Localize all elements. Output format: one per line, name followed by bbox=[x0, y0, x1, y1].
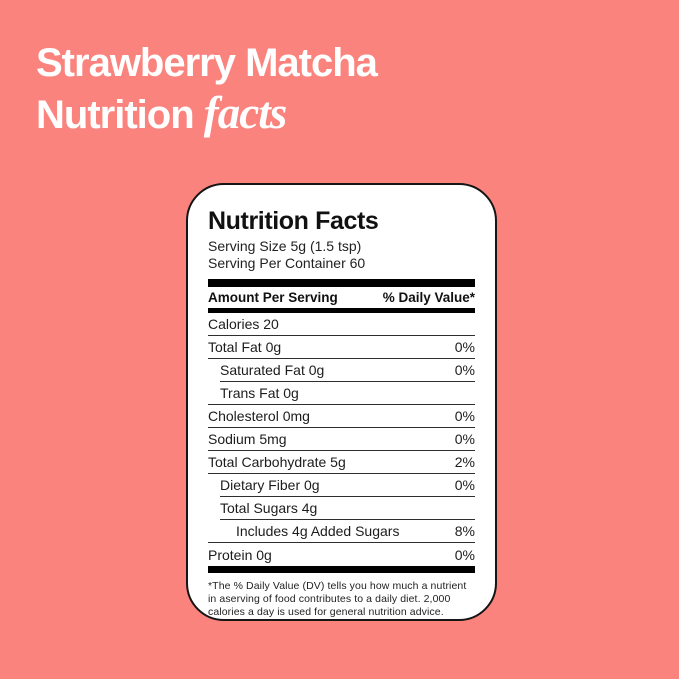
nutrient-row-calories: Calories 20 bbox=[208, 313, 475, 336]
divider-bar-bottom bbox=[208, 566, 475, 573]
daily-value-header: % Daily Value* bbox=[382, 290, 475, 305]
serving-size-line: Serving Size 5g (1.5 tsp) bbox=[208, 238, 362, 254]
nutrient-row-sodium: Sodium 5mg 0% bbox=[208, 428, 475, 451]
footnote: *The % Daily Value (DV) tells you how mu… bbox=[208, 580, 467, 618]
nutrient-value: 0% bbox=[454, 431, 475, 447]
nutrient-row-total-sugars: Total Sugars 4g bbox=[220, 497, 475, 520]
title-line-2: Nutrition facts bbox=[36, 88, 377, 140]
nutrition-facts-label: Nutrition Facts Serving Size 5g (1.5 tsp… bbox=[186, 183, 497, 621]
nutrient-value: 0% bbox=[454, 477, 475, 493]
nutrient-row-saturated-fat: Saturated Fat 0g 0% bbox=[220, 359, 475, 382]
divider-bar-top bbox=[208, 279, 475, 287]
nutrient-row-total-carbohydrate: Total Carbohydrate 5g 2% bbox=[208, 451, 475, 474]
nutrient-label: Sodium 5mg bbox=[208, 431, 287, 447]
nutrient-value: 0% bbox=[454, 362, 475, 378]
nutrient-label: Dietary Fiber 0g bbox=[220, 477, 320, 493]
servings-per-container-line: Serving Per Container 60 bbox=[208, 254, 366, 271]
nutrient-value: 0% bbox=[454, 408, 475, 424]
amount-per-serving-header: Amount Per Serving bbox=[208, 290, 338, 305]
nutrient-row-protein: Protein 0g 0% bbox=[208, 543, 475, 566]
nutrient-label: Saturated Fat 0g bbox=[220, 362, 325, 378]
nutrient-row-dietary-fiber: Dietary Fiber 0g 0% bbox=[220, 474, 475, 497]
label-heading: Nutrition Facts bbox=[208, 207, 379, 235]
nutrient-row-total-fat: Total Fat 0g 0% bbox=[208, 336, 475, 359]
nutrient-value: 0% bbox=[454, 339, 475, 355]
nutrient-row-trans-fat: Trans Fat 0g bbox=[208, 382, 475, 405]
nutrient-value: 2% bbox=[454, 454, 475, 470]
nutrient-value: 0% bbox=[454, 546, 475, 563]
title-line-2-italic: facts bbox=[203, 88, 287, 138]
divider-bar-header bbox=[208, 308, 475, 313]
nutrient-label: Calories 20 bbox=[208, 316, 279, 332]
column-header-row: Amount Per Serving % Daily Value* bbox=[208, 287, 475, 308]
nutrient-label: Trans Fat 0g bbox=[220, 385, 299, 401]
nutrient-row-cholesterol: Cholesterol 0mg 0% bbox=[208, 405, 475, 428]
nutrient-value: 8% bbox=[454, 523, 475, 539]
page-title: Strawberry Matcha Nutrition facts bbox=[36, 38, 378, 140]
title-line-2-regular: Nutrition bbox=[36, 93, 195, 137]
nutrient-row-added-sugars: Includes 4g Added Sugars 8% bbox=[208, 520, 475, 543]
nutrient-label: Total Carbohydrate 5g bbox=[208, 454, 346, 470]
nutrient-label: Cholesterol 0mg bbox=[208, 408, 310, 424]
nutrient-label: Includes 4g Added Sugars bbox=[236, 523, 400, 539]
title-line-1: Strawberry Matcha bbox=[36, 41, 378, 85]
nutrient-label: Protein 0g bbox=[208, 546, 272, 563]
nutrient-label: Total Fat 0g bbox=[208, 339, 282, 355]
nutrient-label: Total Sugars 4g bbox=[220, 500, 318, 516]
